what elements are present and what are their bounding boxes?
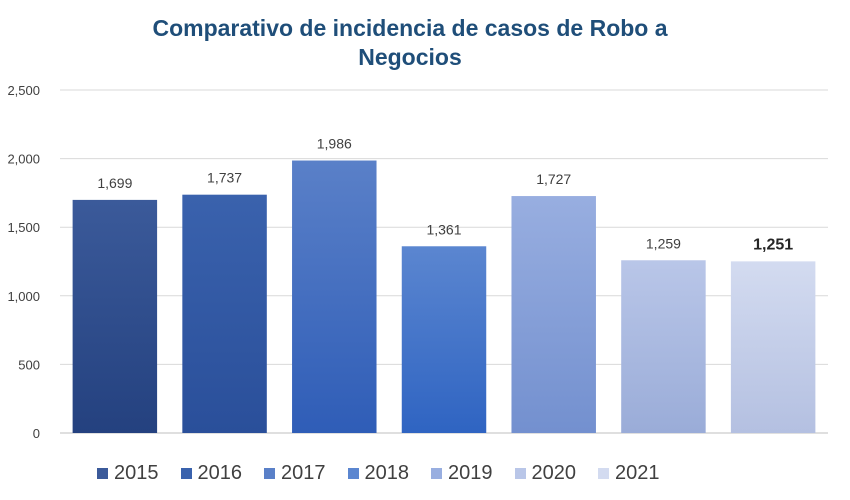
bar-2017: [292, 160, 377, 433]
y-tick-label: 500: [18, 357, 40, 372]
legend-swatch: [264, 468, 275, 479]
legend-item-2015: 2015: [97, 462, 159, 485]
data-label-2019: 1,727: [536, 171, 571, 187]
y-tick-label: 1,500: [7, 220, 40, 235]
legend-label: 2018: [364, 462, 410, 484]
bar-2018: [401, 246, 487, 433]
legend: 2015 2016 2017 2018 2019 2020 2021: [97, 462, 682, 485]
data-label-2018: 1,361: [426, 221, 461, 237]
legend-item-2021: 2021: [598, 462, 660, 485]
data-label-2015: 1,699: [97, 175, 132, 191]
legend-item-2018: 2018: [347, 462, 410, 485]
data-label-2021: 1,251: [753, 236, 793, 253]
bars: [72, 160, 816, 433]
legend-swatch: [431, 468, 442, 479]
data-label-2020: 1,259: [646, 235, 681, 251]
y-axis-ticks: 0 500 1,000 1,500 2,000 2,500: [7, 83, 40, 441]
y-tick-label: 0: [33, 426, 40, 441]
legend-label: 2017: [281, 462, 326, 484]
legend-label: 2020: [531, 462, 577, 484]
y-tick-label: 2,000: [7, 152, 40, 167]
legend-swatch: [598, 468, 609, 479]
legend-label: 2019: [448, 462, 493, 484]
bar-2015: [72, 199, 158, 433]
legend-item-2017: 2017: [264, 462, 326, 485]
legend-swatch: [180, 468, 192, 479]
legend-item-2020: 2020: [514, 462, 577, 485]
legend-item-2016: 2016: [180, 462, 243, 485]
legend-item-2019: 2019: [431, 462, 493, 485]
bar-2016: [182, 194, 267, 433]
data-label-2017: 1,986: [317, 136, 352, 152]
y-tick-label: 2,500: [7, 83, 40, 98]
legend-label: 2016: [197, 462, 243, 484]
chart-title: Comparativo de incidencia de casos de Ro…: [152, 15, 668, 70]
legend-swatch: [514, 468, 526, 479]
bar-2019: [511, 196, 596, 433]
legend-label: 2015: [114, 462, 159, 484]
legend-swatch: [347, 468, 359, 479]
legend-swatch: [97, 468, 108, 479]
legend-label: 2021: [615, 462, 660, 484]
bar-2020: [621, 260, 706, 433]
bar-2021: [730, 261, 816, 433]
y-tick-label: 1,000: [7, 289, 40, 304]
data-label-2016: 1,737: [207, 170, 242, 186]
data-labels: 1,699 1,737 1,986 1,361 1,727 1,259 1,251: [97, 136, 793, 254]
